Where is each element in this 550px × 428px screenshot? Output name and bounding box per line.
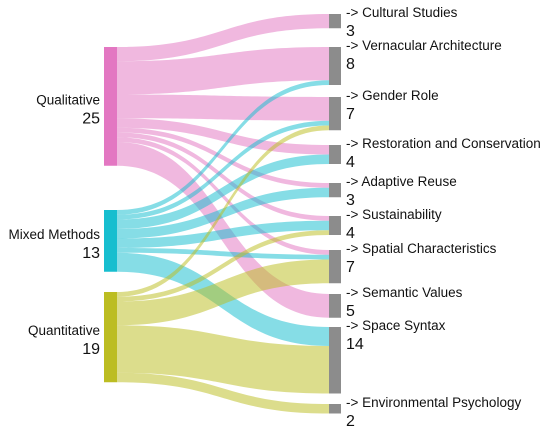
target-node-vernacular-architecture (329, 47, 341, 85)
flow-qualitative-to-sustainability (117, 132, 329, 221)
source-node-qualitative (104, 47, 117, 166)
target-label: -> Vernacular Architecture (346, 38, 502, 53)
target-node-semantic-values (329, 294, 341, 318)
target-node-restoration-and-conservation (329, 145, 341, 164)
target-label: -> Adaptive Reuse (346, 174, 457, 189)
nodes (104, 14, 341, 414)
target-value: 4 (346, 154, 355, 171)
flow-quantitative-to-space-syntax (117, 325, 329, 394)
target-value: 7 (346, 259, 355, 276)
target-value: 3 (346, 192, 355, 209)
target-value: 14 (346, 336, 364, 353)
target-node-sustainability (329, 216, 341, 235)
target-label: -> Gender Role (346, 88, 439, 103)
target-node-environmental-psychology (329, 404, 341, 414)
source-node-quantitative (104, 292, 117, 383)
flow-mixed-methods-to-spatial-characteristics (117, 248, 329, 260)
flow-qualitative-to-cultural-studies (117, 14, 329, 62)
flow-quantitative-to-spatial-characteristics (117, 259, 329, 326)
source-value: 13 (82, 245, 100, 262)
target-node-adaptive-reuse (329, 183, 341, 198)
target-label: -> Restoration and Conservation (346, 136, 541, 151)
flow-mixed-methods-to-vernacular-architecture (117, 80, 329, 215)
flow-mixed-methods-to-sustainability (117, 220, 329, 248)
flow-quantitative-to-gender-role (117, 125, 329, 297)
flow-mixed-methods-to-restoration-and-conservation (117, 154, 329, 229)
target-label: -> Space Syntax (346, 318, 446, 333)
target-value: 5 (346, 303, 355, 320)
target-value: 4 (346, 225, 355, 242)
flow-quantitative-to-environmental-psychology (117, 372, 329, 414)
target-value: 7 (346, 106, 355, 123)
flow-qualitative-to-gender-role (117, 94, 329, 121)
target-node-spatial-characteristics (329, 250, 341, 284)
target-node-gender-role (329, 97, 341, 131)
flow-qualitative-to-vernacular-architecture (117, 47, 329, 95)
target-label: -> Cultural Studies (346, 5, 458, 20)
flow-qualitative-to-adaptive-reuse (117, 127, 329, 188)
source-value: 19 (82, 341, 100, 358)
source-node-mixed-methods (104, 210, 117, 272)
target-label: -> Environmental Psychology (346, 395, 521, 410)
source-label: Qualitative (36, 92, 100, 107)
target-label: -> Sustainability (346, 207, 442, 222)
flow-mixed-methods-to-gender-role (117, 120, 329, 220)
source-label: Mixed Methods (8, 227, 100, 242)
source-label: Quantitative (28, 323, 100, 338)
target-node-space-syntax (329, 327, 341, 394)
target-value: 3 (346, 23, 355, 40)
flow-links (117, 14, 329, 414)
target-value: 2 (346, 413, 355, 428)
target-value: 8 (346, 56, 355, 73)
target-node-cultural-studies (329, 14, 341, 29)
flow-quantitative-to-sustainability (117, 230, 329, 302)
source-value: 25 (82, 110, 100, 127)
target-label: -> Semantic Values (346, 285, 463, 300)
target-label: -> Spatial Characteristics (346, 241, 497, 256)
